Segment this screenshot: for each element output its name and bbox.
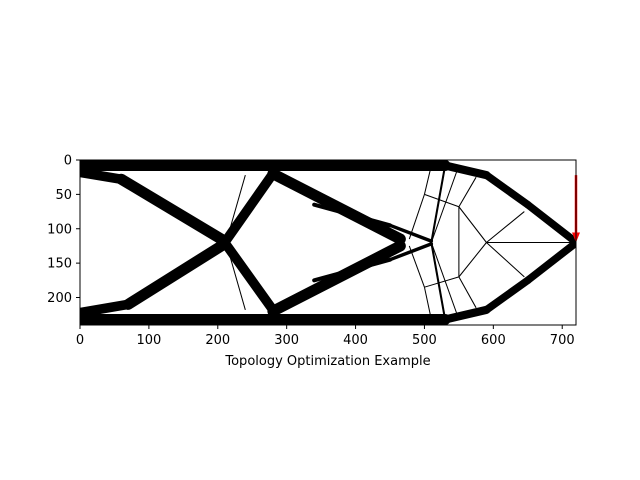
structure-member-35 — [458, 242, 487, 278]
structure-member-29 — [424, 276, 460, 288]
x-tick-label-700: 700 — [550, 333, 575, 348]
structure-member-17 — [312, 257, 393, 283]
structure-member-34 — [458, 206, 487, 243]
x-tick-label-500: 500 — [412, 333, 437, 348]
x-axis-label: Topology Optimization Example — [224, 354, 430, 369]
structure-member-21 — [430, 242, 447, 320]
plot-frame — [79, 159, 577, 326]
structure-member-30 — [430, 165, 460, 243]
structure-member-6 — [482, 276, 532, 314]
structure-member-36 — [486, 211, 525, 243]
x-tick-label-600: 600 — [481, 333, 506, 348]
structure-member-26 — [423, 287, 432, 320]
y-tick-label-200: 200 — [47, 291, 72, 306]
y-axis: 0 50 100 150 200 — [47, 154, 80, 306]
structure-member-7 — [523, 240, 576, 285]
structure-member-33 — [458, 276, 477, 309]
structure-member-5 — [440, 305, 491, 324]
y-tick-label-100: 100 — [47, 222, 72, 237]
structure-member-24 — [423, 165, 432, 195]
x-tick-label-200: 200 — [205, 333, 230, 348]
structure-member-25 — [408, 194, 425, 240]
x-tick-label-100: 100 — [136, 333, 161, 348]
x-tick-label-0: 0 — [76, 333, 84, 348]
x-tick-label-300: 300 — [274, 333, 299, 348]
structure-member-19 — [388, 242, 434, 262]
structure-member-27 — [408, 245, 425, 288]
structure-member-2 — [482, 171, 532, 209]
x-axis: 0 100 200 300 400 500 600 700 — [76, 325, 575, 348]
structure-member-10 — [80, 299, 134, 318]
structure-member-3 — [523, 200, 576, 245]
structure-member-22 — [225, 174, 246, 243]
structure-member-18 — [388, 223, 434, 243]
x-tick-label-400: 400 — [343, 333, 368, 348]
structure-member-9 — [115, 173, 231, 247]
structure-member-16 — [312, 202, 393, 228]
structure-member-28 — [424, 193, 460, 208]
structure-member-8 — [80, 167, 127, 185]
structure-member-32 — [458, 176, 477, 208]
structure-member-15 — [267, 240, 406, 317]
structure-member-12 — [219, 168, 278, 248]
structure-member-14 — [267, 168, 406, 245]
y-tick-label-150: 150 — [47, 257, 72, 272]
structure-members — [80, 160, 576, 325]
structure-member-11 — [122, 238, 231, 310]
structure-member-13 — [219, 237, 278, 315]
structure-member-31 — [430, 242, 460, 320]
structure-member-23 — [225, 242, 246, 311]
plot-area — [79, 159, 580, 326]
structure-member-1 — [440, 161, 491, 180]
structure-member-37 — [486, 242, 525, 278]
y-tick-label-0: 0 — [64, 154, 72, 169]
structure-member-20 — [430, 165, 447, 243]
y-tick-label-50: 50 — [55, 188, 72, 203]
